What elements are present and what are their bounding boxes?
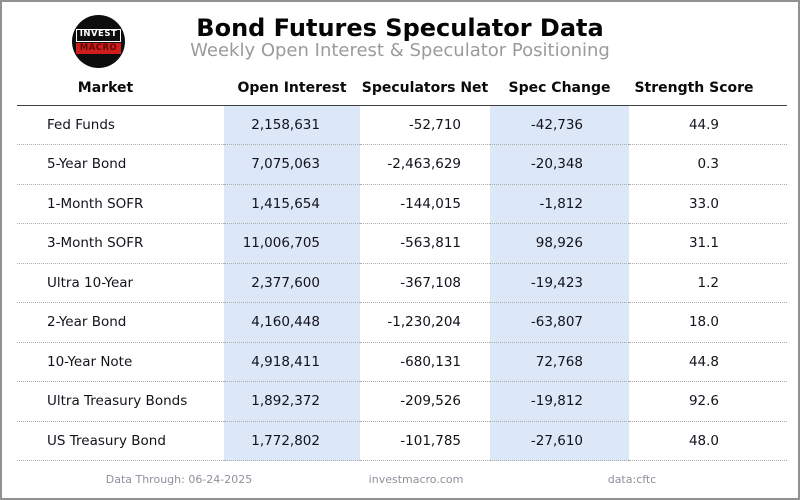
strength-score-cell: 33.0 <box>629 184 787 224</box>
strength-score-cell: 48.0 <box>629 421 787 461</box>
table-row: 10-Year Note 4,918,411 -680,131 72,768 4… <box>17 342 787 382</box>
speculators-net-cell: -367,108 <box>360 263 490 303</box>
speculators-net-cell: -101,785 <box>360 421 490 461</box>
speculators-net-cell: -144,015 <box>360 184 490 224</box>
strength-score-cell: 44.8 <box>629 342 787 382</box>
data-source-label: data:cftc <box>607 473 657 486</box>
strength-score-cell: 92.6 <box>629 381 787 422</box>
market-cell: 10-Year Note <box>17 342 224 382</box>
speculators-net-cell: -2,463,629 <box>360 144 490 185</box>
table-body: Fed Funds 2,158,631 -52,710 -42,736 44.9… <box>17 105 787 461</box>
strength-score-cell: 1.2 <box>629 263 787 303</box>
market-cell: US Treasury Bond <box>17 421 224 461</box>
col-header-strength-score: Strength Score <box>629 72 787 106</box>
speculators-net-cell: -680,131 <box>360 342 490 382</box>
col-header-spec-change: Spec Change <box>490 72 629 106</box>
speculators-net-cell: -52,710 <box>360 105 490 145</box>
spec-change-cell: -63,807 <box>490 302 629 343</box>
spec-change-cell: 98,926 <box>490 223 629 264</box>
page-subtitle: Weekly Open Interest & Speculator Positi… <box>190 40 610 61</box>
spec-change-cell: -19,423 <box>490 263 629 303</box>
table-row: 1-Month SOFR 1,415,654 -144,015 -1,812 3… <box>17 184 787 224</box>
col-header-market: Market <box>17 72 224 106</box>
market-cell: 5-Year Bond <box>17 144 224 185</box>
speculators-net-cell: -563,811 <box>360 223 490 264</box>
logo-macro-text: MACRO <box>76 43 121 55</box>
market-cell: 3-Month SOFR <box>17 223 224 264</box>
open-interest-cell: 1,415,654 <box>224 184 360 224</box>
market-cell: 2-Year Bond <box>17 302 224 343</box>
header-row: Market Open Interest Speculators Net Spe… <box>17 72 787 106</box>
table-header: Market Open Interest Speculators Net Spe… <box>17 72 787 106</box>
logo-invest-text: INVEST <box>76 28 121 42</box>
table-row: US Treasury Bond 1,772,802 -101,785 -27,… <box>17 421 787 461</box>
table-row: 3-Month SOFR 11,006,705 -563,811 98,926 … <box>17 223 787 264</box>
spec-change-cell: -27,610 <box>490 421 629 461</box>
open-interest-cell: 4,918,411 <box>224 342 360 382</box>
table-row: Ultra 10-Year 2,377,600 -367,108 -19,423… <box>17 263 787 303</box>
strength-score-cell: 0.3 <box>629 144 787 185</box>
data-through-label: Data Through: 06-24-2025 <box>105 473 253 486</box>
speculators-net-cell: -209,526 <box>360 381 490 422</box>
col-header-speculators-net: Speculators Net <box>360 72 490 106</box>
table-row: 2-Year Bond 4,160,448 -1,230,204 -63,807… <box>17 302 787 343</box>
open-interest-cell: 11,006,705 <box>224 223 360 264</box>
open-interest-cell: 7,075,063 <box>224 144 360 185</box>
investmacro-logo: INVEST MACRO <box>72 15 125 68</box>
open-interest-cell: 4,160,448 <box>224 302 360 343</box>
strength-score-cell: 18.0 <box>629 302 787 343</box>
futures-table: Market Open Interest Speculators Net Spe… <box>17 72 787 461</box>
open-interest-cell: 1,772,802 <box>224 421 360 461</box>
strength-score-cell: 44.9 <box>629 105 787 145</box>
open-interest-cell: 2,158,631 <box>224 105 360 145</box>
market-cell: Fed Funds <box>17 105 224 145</box>
table-row: 5-Year Bond 7,075,063 -2,463,629 -20,348… <box>17 144 787 185</box>
strength-score-cell: 31.1 <box>629 223 787 264</box>
market-cell: Ultra Treasury Bonds <box>17 381 224 422</box>
col-header-open-interest: Open Interest <box>224 72 360 106</box>
spec-change-cell: -1,812 <box>490 184 629 224</box>
spec-change-cell: -19,812 <box>490 381 629 422</box>
open-interest-cell: 2,377,600 <box>224 263 360 303</box>
spec-change-cell: 72,768 <box>490 342 629 382</box>
table-row: Ultra Treasury Bonds 1,892,372 -209,526 … <box>17 381 787 422</box>
website-label: investmacro.com <box>368 473 464 486</box>
market-cell: Ultra 10-Year <box>17 263 224 303</box>
page-title: Bond Futures Speculator Data <box>196 14 604 42</box>
speculators-net-cell: -1,230,204 <box>360 302 490 343</box>
spec-change-cell: -42,736 <box>490 105 629 145</box>
table-row: Fed Funds 2,158,631 -52,710 -42,736 44.9 <box>17 105 787 145</box>
spec-change-cell: -20,348 <box>490 144 629 185</box>
open-interest-cell: 1,892,372 <box>224 381 360 422</box>
market-cell: 1-Month SOFR <box>17 184 224 224</box>
